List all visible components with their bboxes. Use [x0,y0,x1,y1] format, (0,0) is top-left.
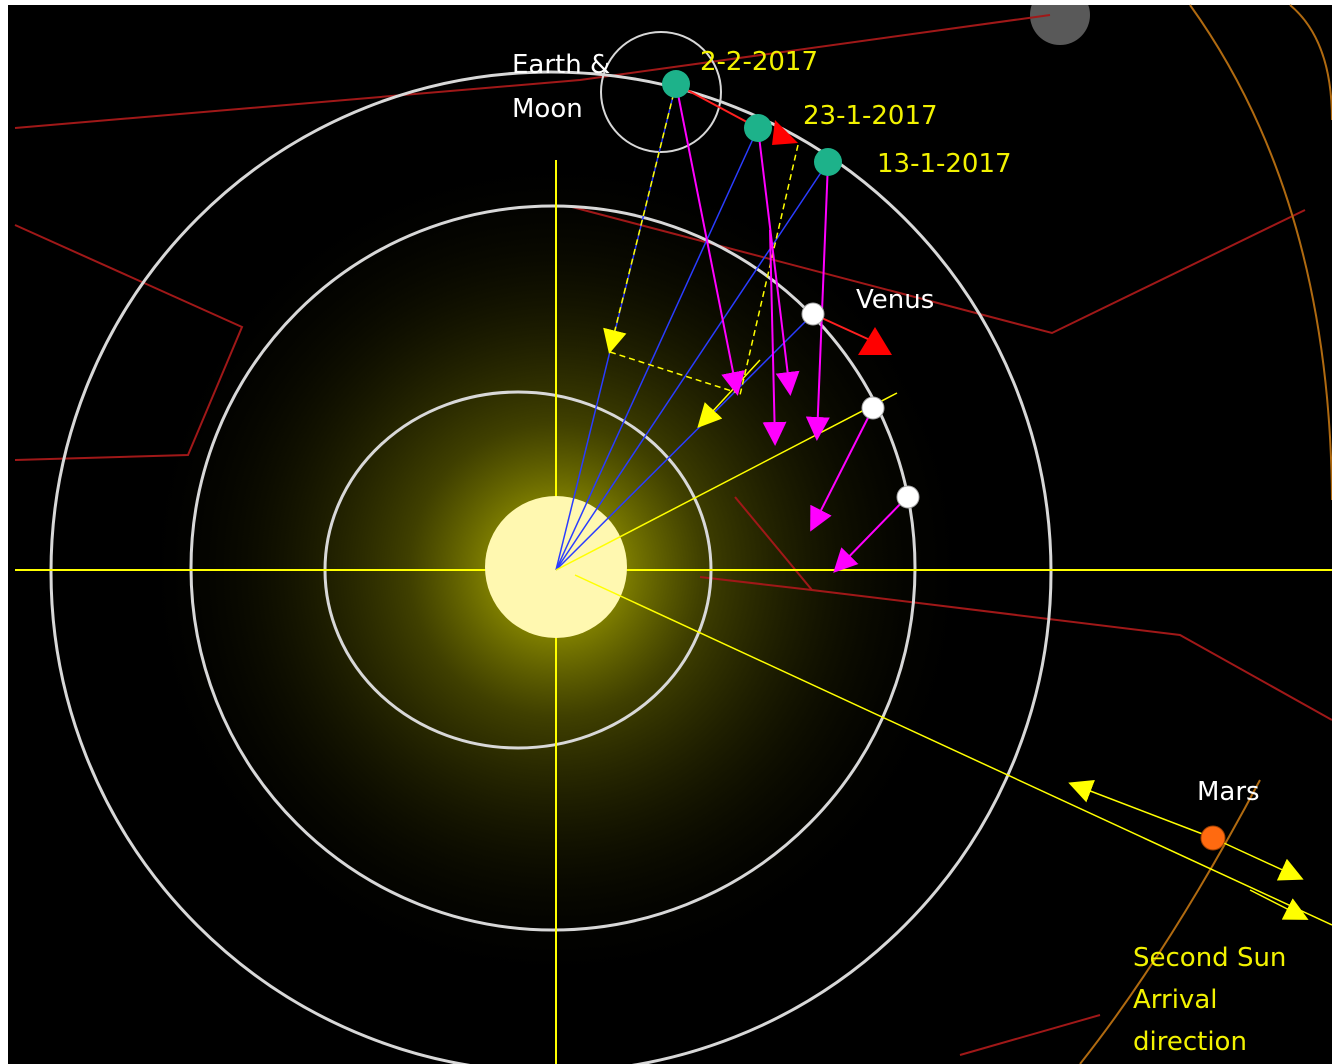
label: Arrival [1133,985,1217,1015]
mars [1201,826,1225,850]
date-label: 2-2-2017 [700,47,818,77]
label: Venus [856,285,934,315]
label: Mars [1197,777,1260,807]
diagram: Earth & Moon 2-2-2017 23-1-2017 13-1-201… [0,0,1332,1064]
page: Earth & Moon 2-2-2017 23-1-2017 13-1-201… [0,0,1332,1064]
label: Moon [512,94,583,124]
label: Earth & [512,50,610,80]
date-label: 13-1-2017 [877,149,1012,179]
label: direction [1133,1027,1247,1057]
date-label: 23-1-2017 [803,101,938,131]
label: Second Sun [1133,943,1286,973]
